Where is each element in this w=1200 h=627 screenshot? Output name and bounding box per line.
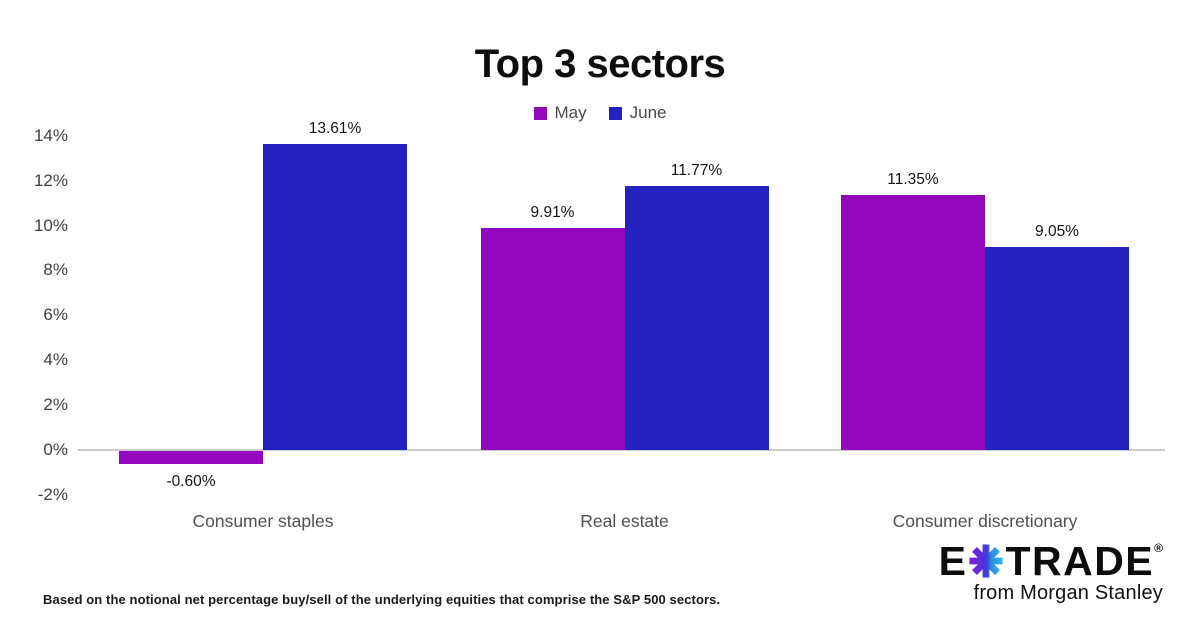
bar-june-2	[985, 246, 1129, 450]
legend-item-may: May	[533, 103, 587, 123]
y-axis-tick-label: 0%	[43, 440, 68, 459]
zero-baseline	[78, 449, 1165, 451]
bar-june-1	[624, 185, 769, 450]
etrade-logo-row: E TRADE	[938, 538, 1163, 584]
legend-swatch-icon	[533, 106, 547, 120]
registered-mark: ®	[1154, 541, 1163, 555]
y-axis-tick-label: 14%	[33, 125, 68, 145]
legend-swatch-icon	[608, 106, 622, 120]
category-label: Consumer discretionary	[892, 511, 1078, 531]
legend-label: May	[554, 103, 587, 122]
legend-label: June	[629, 103, 667, 122]
legend: May June	[0, 102, 1200, 124]
chart-title: Top 3 sectors	[474, 42, 726, 86]
y-axis-tick-label: -2%	[37, 484, 68, 504]
y-axis-tick-label: 6%	[43, 305, 68, 325]
bar-may-2	[841, 195, 985, 450]
asterisk-star-icon	[969, 544, 1003, 578]
logo-text-e: E	[938, 538, 968, 584]
bar-value-label: 11.35%	[887, 171, 939, 189]
bar-value-label: 9.05%	[1035, 222, 1079, 240]
footnote: Based on the notional net percentage buy…	[43, 592, 721, 607]
category-label: Real estate	[580, 511, 669, 531]
bar-value-label: -0.60%	[166, 473, 216, 491]
bar-value-label: 9.91%	[530, 203, 575, 221]
bar-may-0	[119, 451, 263, 465]
bar-value-label: 11.77%	[670, 161, 723, 179]
y-axis-tick-label: 4%	[43, 350, 68, 370]
y-axis-tick-label: 8%	[43, 260, 68, 280]
y-axis-tick-label: 10%	[33, 215, 68, 235]
y-axis-tick-label: 12%	[33, 170, 68, 190]
bar-value-label: 13.61%	[308, 120, 362, 138]
y-axis-tick-label: 2%	[43, 395, 68, 415]
bar-may-1	[480, 227, 625, 450]
logo-tagline: from Morgan Stanley	[973, 582, 1163, 604]
bar-june-0	[263, 144, 407, 450]
category-label: Consumer staples	[192, 511, 334, 531]
logo-text-trade: TRADE	[1005, 538, 1155, 584]
etrade-logo: E TRADE	[939, 541, 1163, 605]
legend-item-june: June	[608, 103, 667, 123]
